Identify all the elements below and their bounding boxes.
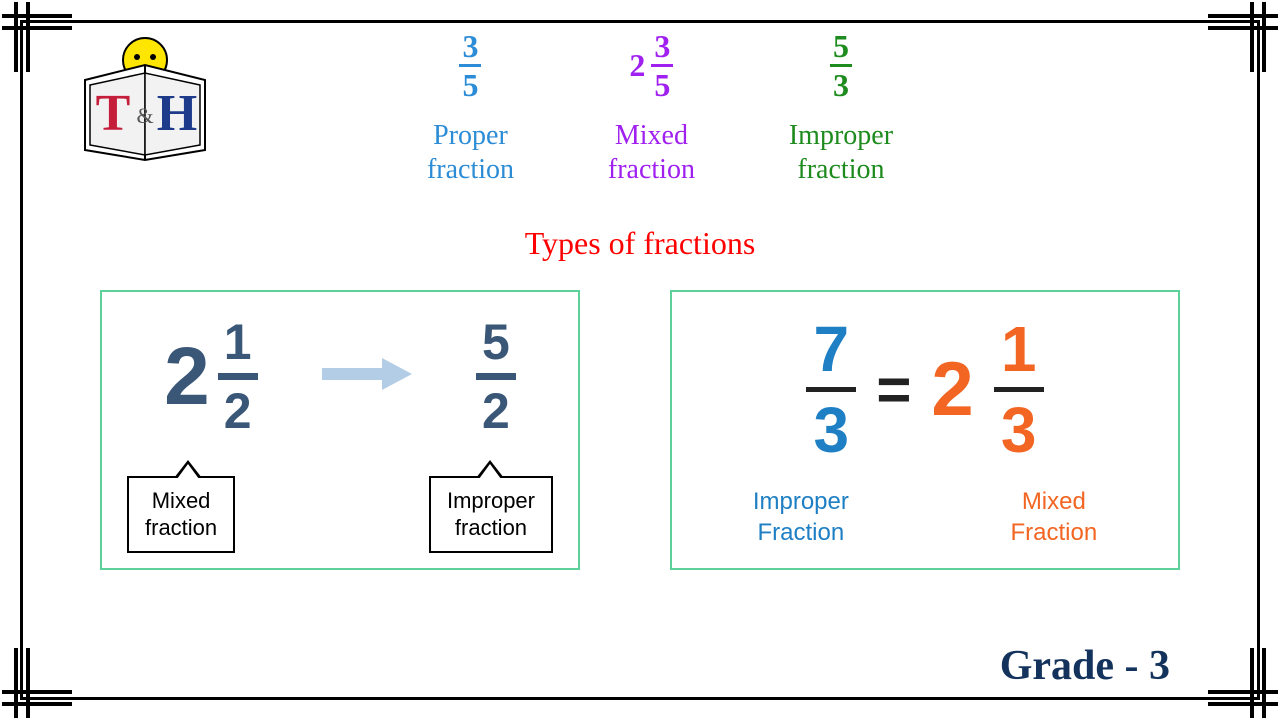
label-improper: Improper Fraction — [753, 486, 849, 548]
corner-decoration — [1208, 2, 1278, 72]
whole-part: 2 — [931, 346, 973, 433]
grade-label: Grade - 3 — [1000, 642, 1170, 690]
svg-text:H: H — [157, 85, 197, 142]
improper-fraction-example: 53 Improper fraction — [789, 30, 893, 186]
numerator: 3 — [654, 30, 670, 64]
label-line2: fraction — [608, 154, 695, 185]
numerator: 3 — [462, 30, 478, 64]
svg-text:&: & — [136, 103, 153, 128]
numerator: 1 — [1001, 317, 1037, 387]
denominator: 3 — [994, 387, 1044, 462]
equality-equation: 7 3 = 2 1 3 — [672, 317, 1178, 462]
callout-improper: Improper fraction — [429, 476, 553, 553]
proper-fraction-example: 35 Proper fraction — [427, 30, 514, 186]
label-line2: fraction — [427, 154, 514, 185]
arrow-right-icon — [322, 354, 412, 399]
callout-mixed: Mixed fraction — [127, 476, 235, 553]
corner-decoration — [2, 648, 72, 718]
label-line1: Proper — [433, 120, 508, 151]
whole-part: 2 — [629, 47, 645, 84]
denominator: 2 — [476, 373, 516, 436]
corner-decoration — [2, 2, 72, 72]
panel-labels: Improper Fraction Mixed Fraction — [672, 486, 1178, 548]
label-line1: Mixed — [615, 120, 688, 151]
fraction-types-row: 35 Proper fraction 2 35 Mixed fraction 5… — [380, 30, 940, 186]
page-title: Types of fractions — [0, 225, 1280, 262]
numerator: 1 — [224, 317, 252, 373]
mixed-fraction-example: 2 35 Mixed fraction — [608, 30, 695, 186]
label-line1: Improper — [789, 120, 893, 151]
denominator: 2 — [218, 373, 258, 436]
conversion-equation: 2 1 2 5 2 — [132, 317, 548, 436]
numerator: 5 — [833, 30, 849, 64]
denominator: 5 — [459, 64, 481, 101]
label-line2: fraction — [797, 154, 884, 185]
equals-sign: = — [876, 355, 911, 424]
logo-th: T H & — [65, 35, 225, 165]
denominator: 5 — [651, 64, 673, 101]
corner-decoration — [1208, 648, 1278, 718]
svg-text:T: T — [96, 85, 131, 142]
denominator: 3 — [806, 387, 856, 462]
numerator: 7 — [814, 317, 850, 387]
example-panels: 2 1 2 5 2 Mixed fraction Improper fracti… — [100, 290, 1180, 570]
denominator: 3 — [830, 64, 852, 101]
numerator: 5 — [482, 317, 510, 373]
label-mixed: Mixed Fraction — [1010, 486, 1097, 548]
improper-equals-mixed-panel: 7 3 = 2 1 3 Improper Fraction Mixed Frac… — [670, 290, 1180, 570]
whole-part: 2 — [164, 330, 210, 424]
mixed-to-improper-panel: 2 1 2 5 2 Mixed fraction Improper fracti… — [100, 290, 580, 570]
